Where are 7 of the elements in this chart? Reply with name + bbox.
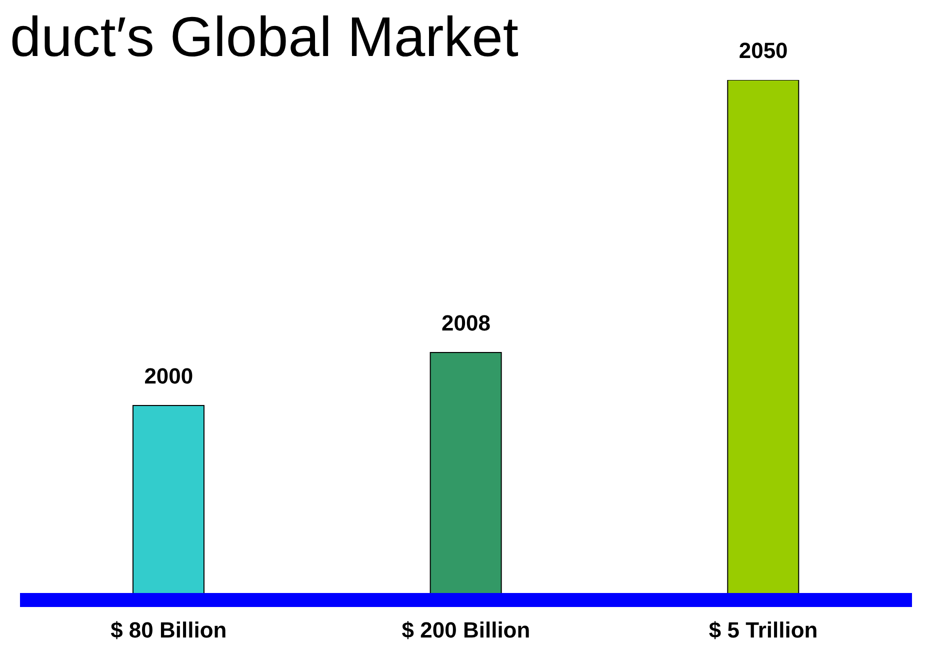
x-tick-label: $ 200 Billion (402, 618, 530, 643)
annotation: 2000 (144, 364, 194, 389)
chart-title: duct′s Global Market (10, 4, 518, 69)
annotation: 2008 (442, 310, 490, 336)
annotation: 2050 (738, 38, 788, 63)
x-tick-label: $ 5 Trillion (708, 618, 818, 643)
x-tick-label: $ 80 Billion (110, 618, 227, 643)
